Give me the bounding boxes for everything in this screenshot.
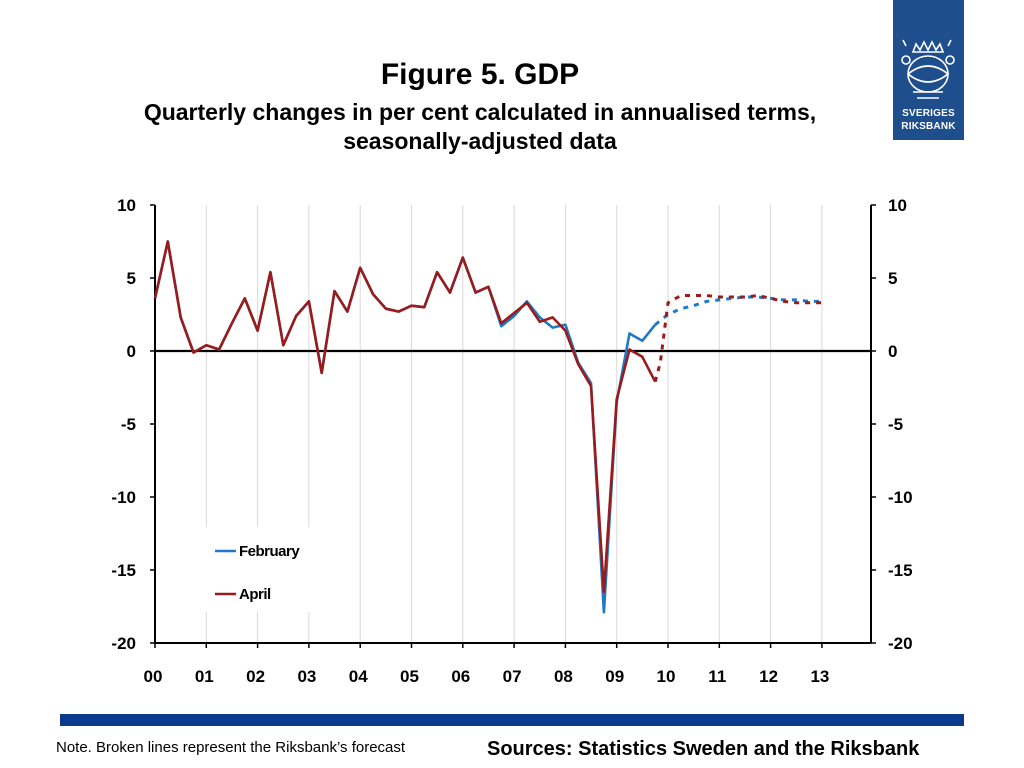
crest-icon: [901, 39, 955, 99]
y-tick-label-right: -20: [888, 634, 913, 653]
x-tick-label: 07: [503, 667, 522, 686]
x-tick-label: 04: [349, 667, 368, 686]
x-tick-label: 05: [400, 667, 419, 686]
y-tick-label-right: 5: [888, 269, 897, 288]
y-tick-label-left: -20: [111, 634, 136, 653]
y-tick-label-left: -10: [111, 488, 136, 507]
legend: February April: [205, 527, 330, 612]
sources-text: Sources: Statistics Sweden and the Riksb…: [487, 738, 920, 760]
x-tick-label: 06: [451, 667, 470, 686]
y-tick-label-right: -5: [888, 415, 903, 434]
x-tick-labels: 00 01 02 03 04 05 06 07 08 09 10 11 12 13: [144, 667, 830, 686]
y-tick-label-left: -15: [111, 561, 136, 580]
x-tick-label: 10: [657, 667, 676, 686]
y-tick-label-right: -15: [888, 561, 913, 580]
legend-box: [205, 527, 330, 612]
logo-text-line-1: SVERIGES: [902, 108, 955, 119]
april-actual-line: [153, 240, 657, 594]
y-tick-label-right: -10: [888, 488, 913, 507]
legend-label-april: April: [239, 586, 271, 603]
riksbank-logo: SVERIGES RIKSBANK: [893, 0, 964, 140]
x-tick-label: 11: [708, 667, 726, 686]
x-tick-label: 01: [195, 667, 214, 686]
x-tick-label: 08: [554, 667, 573, 686]
february-forecast-line: [654, 295, 822, 326]
x-tick-label: 12: [759, 667, 778, 686]
y-tick-label-left: -5: [121, 415, 136, 434]
chart-title: Figure 5. GDP: [380, 58, 580, 91]
series-lines: [153, 240, 822, 614]
subtitle-line-2: seasonally-adjusted data: [343, 128, 617, 154]
x-tick-label: 02: [246, 667, 265, 686]
footnote: Note. Broken lines represent the Riksban…: [56, 739, 406, 756]
axes: [150, 204, 876, 648]
y-tick-label-right: 10: [888, 196, 907, 215]
y-tick-label-right: 0: [888, 342, 897, 361]
y-tick-label-left: 0: [127, 342, 136, 361]
y-tick-label-left: 5: [127, 269, 136, 288]
footer-bar: [60, 714, 964, 726]
legend-label-february: February: [239, 543, 300, 560]
y-tick-label-left: 10: [117, 196, 136, 215]
chart-subtitle: Quarterly changes in per cent calculated…: [0, 98, 960, 156]
subtitle-line-1: Quarterly changes in per cent calculated…: [143, 99, 817, 125]
x-tick-label: 13: [810, 667, 829, 686]
x-tick-label: 09: [605, 667, 624, 686]
logo-text-line-2: RIKSBANK: [901, 121, 956, 132]
april-forecast-line: [653, 294, 822, 383]
y-tick-labels: 10 10 5 5 0 0 -5 -5 -10 -10 -15 -15 -20 -20: [111, 196, 912, 653]
x-tick-label: 03: [297, 667, 316, 686]
gdp-line-chart: 10 105 50 0-5 -5-10 -10-15 -15-20 -20 00 01 02 03 0…: [111, 196, 912, 686]
x-tick-label: 00: [144, 667, 163, 686]
